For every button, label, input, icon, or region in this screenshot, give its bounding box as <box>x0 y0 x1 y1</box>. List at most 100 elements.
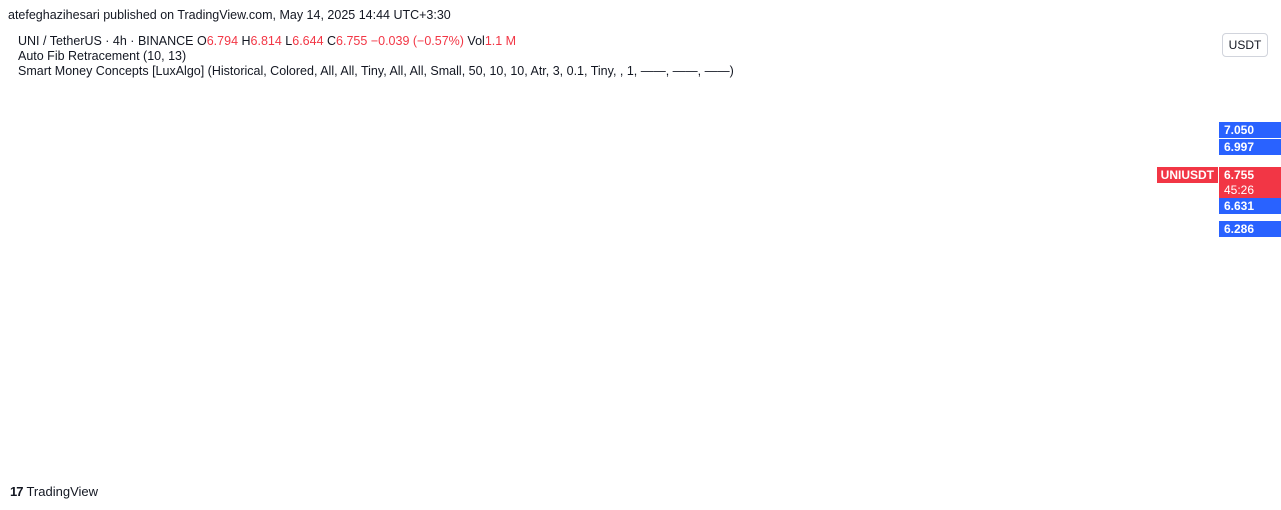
candle-body <box>843 231 849 296</box>
candle-body <box>986 142 992 153</box>
candle-body <box>929 147 935 166</box>
candle-body <box>526 337 532 342</box>
candle-body <box>871 182 877 194</box>
candle-body <box>1054 154 1060 166</box>
candle-body <box>948 53 954 118</box>
candle-body <box>220 245 226 255</box>
discount-zone-left <box>8 395 235 428</box>
x-tick-label: 9 <box>880 454 887 468</box>
candle-body <box>124 315 130 321</box>
candle-body <box>9 351 15 354</box>
candle-body <box>670 371 676 381</box>
candle-body <box>76 342 82 352</box>
candle-body <box>661 374 667 381</box>
candle-body <box>699 388 705 392</box>
candle-body <box>47 339 53 344</box>
candle-body <box>967 101 973 120</box>
last-price-label: 6.755 <box>1219 167 1281 183</box>
candle-body <box>287 262 293 268</box>
bos-label-3: BOS <box>440 349 454 356</box>
candle-body <box>862 182 868 214</box>
candle-body <box>411 320 417 325</box>
candle-body <box>364 285 370 296</box>
candle-body <box>814 356 820 363</box>
eql-label: EQL <box>797 415 810 422</box>
tradingview-logo-icon: 17 <box>10 484 24 499</box>
candle-body <box>19 346 25 352</box>
choch-red-label-2: CHoCH <box>1016 187 1039 194</box>
bos-label-2: BOS <box>76 320 90 327</box>
close-value: 6.755 <box>336 34 368 48</box>
candle-body <box>181 280 187 301</box>
candle-body <box>134 320 140 339</box>
price-label-7050: 7.050 <box>1219 122 1281 138</box>
candle-body <box>440 319 446 325</box>
y-tick-4500: 4.500 <box>1226 426 1256 440</box>
open-label: O <box>197 34 207 48</box>
countdown-label: 45:26 <box>1219 182 1281 198</box>
candle-body <box>795 376 801 401</box>
x-tick-label: 21 <box>104 454 118 468</box>
fib-indicator-label[interactable]: Auto Fib Retracement (10, 13) <box>18 49 187 63</box>
candle-body <box>114 315 120 326</box>
x-tick-label: 23 <box>190 454 204 468</box>
candle-body <box>421 320 427 325</box>
candle-body <box>95 333 101 347</box>
candle-body <box>584 348 590 357</box>
symbol-label[interactable]: UNI / TetherUS · 4h · BINANCE <box>18 34 194 48</box>
candle-body <box>824 313 830 357</box>
discount-label: Discount <box>651 437 688 448</box>
candle-body <box>239 239 245 269</box>
candle-body <box>143 338 149 348</box>
candle-body <box>756 386 762 392</box>
candle-body <box>891 206 897 214</box>
candle-body <box>105 325 111 334</box>
x-tick-label: 13 <box>1048 454 1062 468</box>
candle-body <box>1025 137 1031 151</box>
candle-body <box>517 341 523 344</box>
discount-zone <box>233 407 1113 428</box>
choch-left-label: hoCH <box>10 327 27 334</box>
high-value: 6.814 <box>250 34 282 48</box>
candle-body <box>555 338 561 342</box>
x-tick-label: 11 <box>963 454 976 468</box>
order-block-zone <box>790 377 1218 405</box>
fib-upper-zone <box>1033 124 1113 148</box>
volume-value: 1.1 M <box>484 34 517 48</box>
candle-body <box>402 305 408 325</box>
price-label-6997: 6.997 <box>1219 139 1281 155</box>
candle-body <box>1082 104 1088 120</box>
candle-body <box>996 129 1002 143</box>
candle-body <box>1092 119 1098 138</box>
bos-label-1: BOS <box>139 301 153 308</box>
equilibrium-label: Equilibrium <box>1125 239 1170 249</box>
candle-body <box>977 119 983 153</box>
smc-indicator-label[interactable]: Smart Money Concepts [LuxAlgo] (Historic… <box>18 64 734 78</box>
candle-body <box>210 245 216 259</box>
candle-body <box>728 398 734 405</box>
tradingview-brand: TradingView <box>26 484 99 499</box>
candle-body <box>258 259 264 265</box>
candle-body <box>191 255 197 280</box>
candle-body <box>306 253 312 260</box>
candle-body <box>1063 134 1069 154</box>
candle-body <box>718 395 724 399</box>
choch-red-label: CHoCH <box>307 310 330 317</box>
candle-body <box>325 263 331 266</box>
candle-body <box>469 337 475 344</box>
alert-icon[interactable] <box>1104 424 1124 444</box>
candle-body <box>383 305 389 324</box>
x-tick-label: 7 <box>794 454 801 468</box>
candle-body <box>344 257 350 278</box>
candle-body <box>565 341 571 348</box>
tradingview-footer[interactable]: 17 TradingView <box>10 484 98 499</box>
volume-label: Vol <box>467 34 485 48</box>
candle-body <box>162 320 168 336</box>
price-label-6631: 6.631 <box>1219 198 1281 214</box>
currency-button[interactable]: USDT <box>1222 33 1268 57</box>
choch-big-label: CHoCH <box>540 230 573 241</box>
open-value: 6.794 <box>206 34 239 48</box>
candle-body <box>594 348 600 358</box>
candle-body <box>1101 137 1107 148</box>
candle-body <box>392 305 398 324</box>
